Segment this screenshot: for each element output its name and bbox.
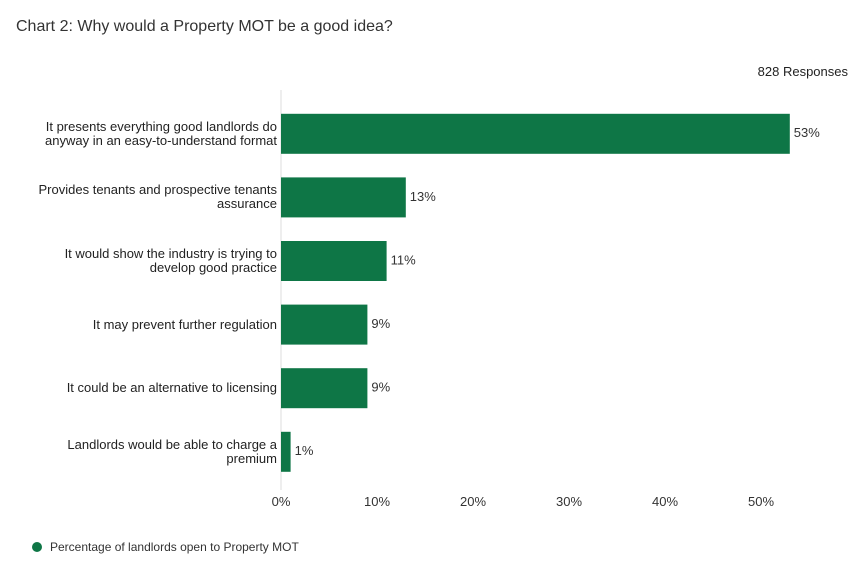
x-tick-label: 30% — [556, 494, 582, 509]
y-tick-label: It presents everything good landlords do… — [45, 118, 277, 148]
value-label: 13% — [410, 189, 436, 204]
value-label: 11% — [391, 252, 416, 267]
value-label: 9% — [371, 316, 390, 331]
bar — [281, 431, 291, 472]
x-tick-label: 0% — [272, 494, 291, 509]
value-label: 53% — [794, 125, 820, 140]
x-tick-label: 20% — [460, 494, 486, 509]
x-tick-label: 40% — [652, 494, 678, 509]
y-tick-label: Provides tenants and prospective tenants… — [38, 182, 277, 212]
value-label: 1% — [295, 443, 314, 458]
bar — [281, 113, 790, 154]
y-tick-label: It would show the industry is trying to … — [64, 246, 277, 275]
legend-swatch — [32, 542, 42, 552]
bar — [281, 177, 406, 218]
legend-label: Percentage of landlords open to Property… — [50, 540, 299, 554]
value-label: 9% — [371, 380, 390, 395]
legend: Percentage of landlords open to Property… — [32, 540, 299, 554]
chart-title: Chart 2: Why would a Property MOT be a g… — [16, 18, 393, 35]
bar — [281, 241, 387, 281]
y-tick-label: Landlords would be able to charge a prem… — [67, 436, 277, 466]
y-tick-label: It could be an alternative to licensing — [66, 380, 277, 396]
x-tick-label: 50% — [748, 494, 774, 509]
x-tick-label: 10% — [364, 494, 390, 509]
bar — [281, 304, 368, 345]
bar — [281, 368, 368, 409]
chart-subtitle: 828 Responses — [757, 64, 848, 79]
y-tick-label: It may prevent further regulation — [92, 316, 277, 332]
